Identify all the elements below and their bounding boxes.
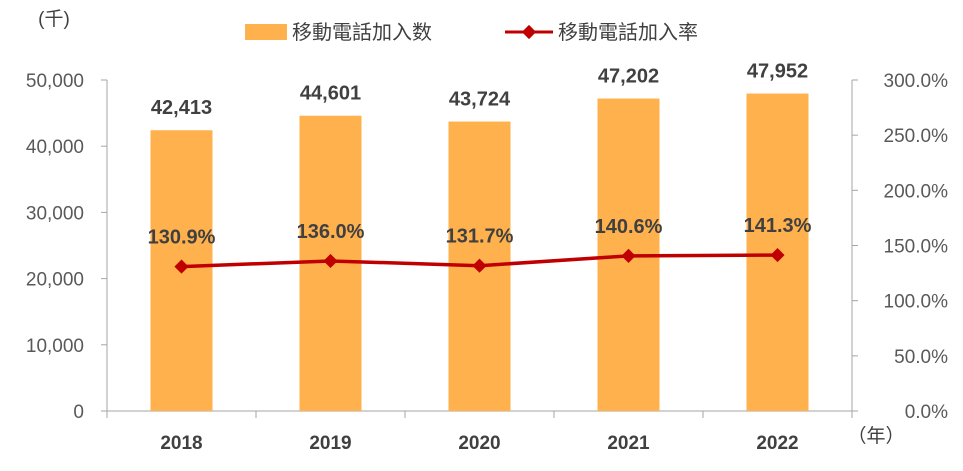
left-tick-label: 10,000 [26,336,84,357]
right-tick-label: 100.0% [884,292,949,313]
legend: 移動電話加入数 移動電話加入率 [245,21,698,44]
bar-value-label: 42,413 [151,97,212,119]
left-tick-label: 20,000 [26,270,84,291]
left-tick-label: 0 [73,402,84,423]
x-tick-label: 2021 [607,433,650,454]
left-tick-label: 40,000 [26,137,84,158]
x-tick-label: 2018 [160,433,202,454]
bar-value-label: 44,601 [300,83,361,105]
rate-line [174,248,785,274]
legend-bar-swatch [245,24,287,40]
rate-value-label: 130.9% [148,227,216,249]
x-tick-label: 2022 [756,433,798,454]
left-tick-label: 30,000 [26,203,84,224]
legend-line-label: 移動電話加入率 [558,21,698,44]
rate-value-label: 131.7% [446,226,514,248]
bar-value-label: 47,202 [598,66,659,88]
rate-point [174,259,189,274]
axes: 0 10,000 20,000 30,000 40,000 50,000 0.0% 50.0%… [26,71,948,454]
right-tick-label: 250.0% [884,126,949,147]
right-tick-label: 50.0% [894,347,948,368]
right-tick-label: 200.0% [884,181,949,202]
rate-point [621,248,636,263]
legend-line-marker [521,24,537,40]
rate-point [770,248,785,263]
right-tick-label: 0.0% [905,402,948,423]
rate-value-label: 141.3% [744,215,812,237]
bar-value-label: 43,724 [449,89,511,111]
bar-value-label: 47,952 [747,61,808,83]
bars [150,93,809,411]
data-labels: 42,413 44,601 43,724 47,202 47,952 130.9% 136.… [148,61,812,249]
x-tick-label: 2019 [309,433,351,454]
x-tick-label: 2020 [458,433,500,454]
rate-point [472,258,487,273]
legend-bar-label: 移動電話加入数 [292,21,432,44]
right-tick-label: 150.0% [884,237,949,258]
rate-value-label: 140.6% [595,216,663,238]
left-tick-label: 50,000 [26,71,84,92]
right-tick-label: 300.0% [884,71,949,92]
x-axis-unit: （年） [847,425,904,447]
left-axis-unit: (千) [38,8,70,30]
rate-value-label: 136.0% [297,221,365,243]
